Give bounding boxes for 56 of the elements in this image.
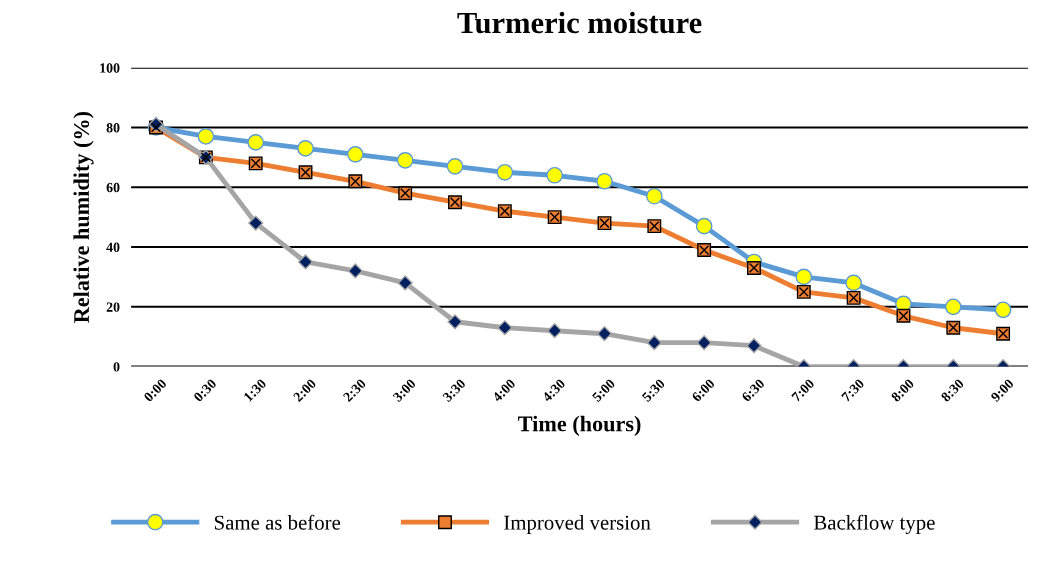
point bbox=[746, 338, 762, 354]
y-tick-label: 40 bbox=[106, 242, 120, 252]
y-axis-title: Relative humidity (%) bbox=[73, 111, 94, 323]
point bbox=[696, 335, 712, 351]
x-tick-label: 8:00 bbox=[890, 378, 915, 403]
x-tick-label: 7:00 bbox=[791, 378, 815, 403]
x-tick-label: 8:30 bbox=[940, 378, 965, 403]
point bbox=[496, 163, 514, 181]
y-tick-label: 80 bbox=[106, 123, 120, 133]
point bbox=[795, 268, 813, 286]
x-tick-label: 5:00 bbox=[591, 378, 616, 403]
x-tick-label: 2:00 bbox=[292, 378, 317, 403]
point bbox=[247, 134, 265, 151]
point bbox=[397, 275, 413, 291]
point bbox=[944, 298, 962, 316]
point bbox=[546, 166, 563, 184]
y-tick-label: 20 bbox=[106, 302, 120, 312]
x-tick-label: 3:00 bbox=[392, 378, 417, 403]
legend-label: Improved version bbox=[504, 515, 651, 534]
x-tick-label: 3:30 bbox=[442, 378, 467, 403]
chart-title: Turmeric moisture bbox=[457, 11, 702, 34]
x-tick-label: 5:30 bbox=[641, 378, 666, 403]
point bbox=[596, 326, 613, 342]
x-axis-title: Time (hours) bbox=[518, 415, 641, 436]
point bbox=[845, 274, 862, 292]
point bbox=[347, 146, 364, 163]
x-tick-label: 0:30 bbox=[193, 378, 217, 403]
y-tick-label: 100 bbox=[100, 63, 120, 73]
point bbox=[248, 215, 264, 231]
legend-label: Same as before bbox=[214, 514, 341, 530]
point bbox=[347, 263, 363, 279]
point bbox=[994, 301, 1012, 319]
point bbox=[547, 323, 563, 339]
x-tick-label: 6:00 bbox=[691, 378, 716, 403]
x-tick-label: 4:00 bbox=[491, 378, 516, 403]
point bbox=[646, 335, 662, 351]
x-tick-label: 6:30 bbox=[741, 378, 766, 403]
x-tick-label: 0:00 bbox=[143, 378, 168, 403]
x-tick-label: 9:00 bbox=[990, 378, 1015, 403]
x-tick-label: 4:30 bbox=[541, 378, 566, 403]
legend-label: Backflow type bbox=[813, 514, 935, 534]
point bbox=[297, 254, 314, 270]
point bbox=[695, 217, 713, 235]
x-tick-label: 1:30 bbox=[243, 378, 267, 402]
point bbox=[596, 172, 613, 190]
point bbox=[446, 157, 464, 175]
y-tick-label: 60 bbox=[106, 182, 120, 193]
point bbox=[447, 314, 463, 330]
y-tick-label: 0 bbox=[113, 362, 120, 372]
point bbox=[645, 187, 663, 205]
point bbox=[197, 128, 215, 145]
point bbox=[297, 140, 314, 157]
point bbox=[497, 320, 513, 336]
x-tick-label: 7:30 bbox=[841, 378, 865, 403]
point bbox=[396, 152, 414, 169]
x-tick-label: 2:30 bbox=[342, 378, 367, 403]
